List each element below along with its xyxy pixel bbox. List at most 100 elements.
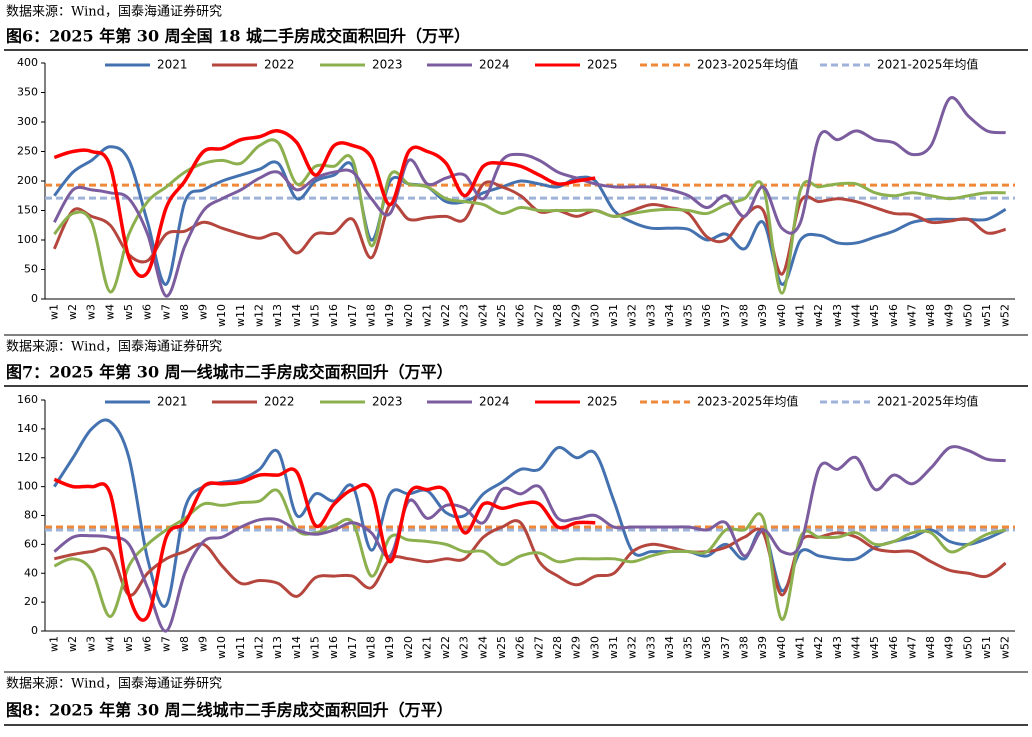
x-tick-label: w10 xyxy=(215,304,228,327)
x-tick-label: w52 xyxy=(999,636,1012,659)
x-tick-label: w29 xyxy=(570,636,583,659)
x-tick-label: w4 xyxy=(103,636,116,652)
x-tick-label: w44 xyxy=(849,304,862,327)
y-tick-label: 400 xyxy=(17,56,38,69)
series-line xyxy=(53,519,1007,598)
x-tick-label: w45 xyxy=(868,304,881,327)
series-line xyxy=(53,418,1007,608)
x-tick-label: w37 xyxy=(719,636,732,659)
x-tick-label: w1 xyxy=(47,304,60,320)
x-tick-label: w8 xyxy=(178,304,191,320)
legend-label: 2021 xyxy=(157,58,188,72)
x-tick-label: w46 xyxy=(887,304,900,327)
legend-label: 2021-2025年均值 xyxy=(877,394,978,409)
x-tick-label: w13 xyxy=(271,636,284,659)
legend-label: 2021 xyxy=(157,395,188,409)
series-line xyxy=(53,445,1006,633)
x-tick-label: w17 xyxy=(346,304,359,327)
x-tick-label: w28 xyxy=(551,304,564,327)
x-tick-label: w15 xyxy=(308,304,321,327)
x-tick-label: w29 xyxy=(570,304,583,327)
x-tick-label: w23 xyxy=(458,304,471,327)
x-tick-label: w3 xyxy=(85,636,98,652)
figure-title: 图7：2025 年第 30 周一线城市二手房成交面积回升（万平） xyxy=(6,363,453,382)
x-tick-label: w22 xyxy=(439,304,452,327)
x-tick-label: w30 xyxy=(588,304,601,327)
x-tick-label: w26 xyxy=(514,304,527,327)
legend-label: 2023 xyxy=(372,58,403,72)
legend-label: 2025 xyxy=(587,58,618,72)
x-tick-label: w2 xyxy=(66,304,79,320)
x-tick-label: w10 xyxy=(215,636,228,659)
legend-label: 2021-2025年均值 xyxy=(877,57,978,72)
source-note: 数据来源：Wind，国泰海通证券研究 xyxy=(6,676,222,692)
y-tick-label: 200 xyxy=(17,174,38,187)
x-tick-label: w33 xyxy=(644,304,657,327)
x-tick-label: w18 xyxy=(364,304,377,327)
x-tick-label: w23 xyxy=(458,636,471,659)
x-tick-label: w19 xyxy=(383,636,396,659)
x-tick-label: w40 xyxy=(775,636,788,659)
x-tick-label: w11 xyxy=(234,636,247,659)
x-tick-label: w14 xyxy=(290,636,303,659)
x-tick-label: w51 xyxy=(980,636,993,659)
x-tick-label: w36 xyxy=(700,304,713,327)
x-tick-label: w20 xyxy=(402,636,415,659)
y-tick-label: 140 xyxy=(17,422,38,435)
x-tick-label: w33 xyxy=(644,636,657,659)
x-tick-label: w11 xyxy=(234,304,247,327)
x-tick-label: w1 xyxy=(47,636,60,652)
x-tick-label: w6 xyxy=(141,636,154,652)
y-tick-label: 160 xyxy=(17,393,38,406)
x-tick-label: w38 xyxy=(738,636,751,659)
x-tick-label: w16 xyxy=(327,304,340,327)
x-tick-label: w48 xyxy=(924,304,937,327)
x-tick-label: w6 xyxy=(141,304,154,320)
x-tick-label: w15 xyxy=(308,636,321,659)
x-tick-label: w35 xyxy=(682,636,695,659)
series-line xyxy=(53,488,1007,621)
x-tick-label: w42 xyxy=(812,636,825,659)
x-tick-label: w43 xyxy=(831,304,844,327)
x-tick-label: w16 xyxy=(327,636,340,659)
x-tick-label: w52 xyxy=(999,304,1012,327)
y-tick-label: 100 xyxy=(17,233,38,246)
x-tick-label: w24 xyxy=(476,636,489,659)
x-tick-label: w14 xyxy=(290,304,303,327)
x-tick-label: w4 xyxy=(103,304,116,320)
x-tick-label: w9 xyxy=(197,636,210,652)
x-tick-label: w5 xyxy=(122,636,135,652)
x-tick-label: w5 xyxy=(122,304,135,320)
x-tick-label: w48 xyxy=(924,636,937,659)
x-tick-label: w34 xyxy=(663,636,676,659)
x-tick-label: w49 xyxy=(943,304,956,327)
series-line xyxy=(53,96,1006,298)
y-tick-label: 150 xyxy=(17,204,38,217)
x-tick-label: w30 xyxy=(588,636,601,659)
x-tick-label: w41 xyxy=(793,304,806,327)
x-tick-label: w39 xyxy=(756,304,769,327)
x-tick-label: w46 xyxy=(887,636,900,659)
series-line xyxy=(53,129,596,278)
x-tick-label: w22 xyxy=(439,636,452,659)
legend-label: 2023-2025年均值 xyxy=(697,57,798,72)
x-tick-label: w21 xyxy=(420,636,433,659)
x-tick-label: w21 xyxy=(420,304,433,327)
x-tick-label: w32 xyxy=(626,636,639,659)
x-tick-label: w37 xyxy=(719,304,732,327)
x-tick-label: w7 xyxy=(159,636,172,652)
y-tick-label: 40 xyxy=(24,566,38,579)
y-tick-label: 0 xyxy=(31,624,38,637)
x-tick-label: w17 xyxy=(346,636,359,659)
source-note: 数据来源：Wind，国泰海通证券研究 xyxy=(6,339,222,355)
x-tick-label: w24 xyxy=(476,304,489,327)
x-tick-label: w18 xyxy=(364,636,377,659)
x-tick-label: w32 xyxy=(626,304,639,327)
legend-label: 2024 xyxy=(479,58,510,72)
x-tick-label: w20 xyxy=(402,304,415,327)
x-tick-label: w31 xyxy=(607,304,620,327)
x-tick-label: w25 xyxy=(495,636,508,659)
y-tick-label: 0 xyxy=(31,292,38,305)
x-tick-label: w40 xyxy=(775,304,788,327)
figure-title: 图8：2025 年第 30 周二线城市二手房成交面积回升（万平） xyxy=(6,701,453,720)
